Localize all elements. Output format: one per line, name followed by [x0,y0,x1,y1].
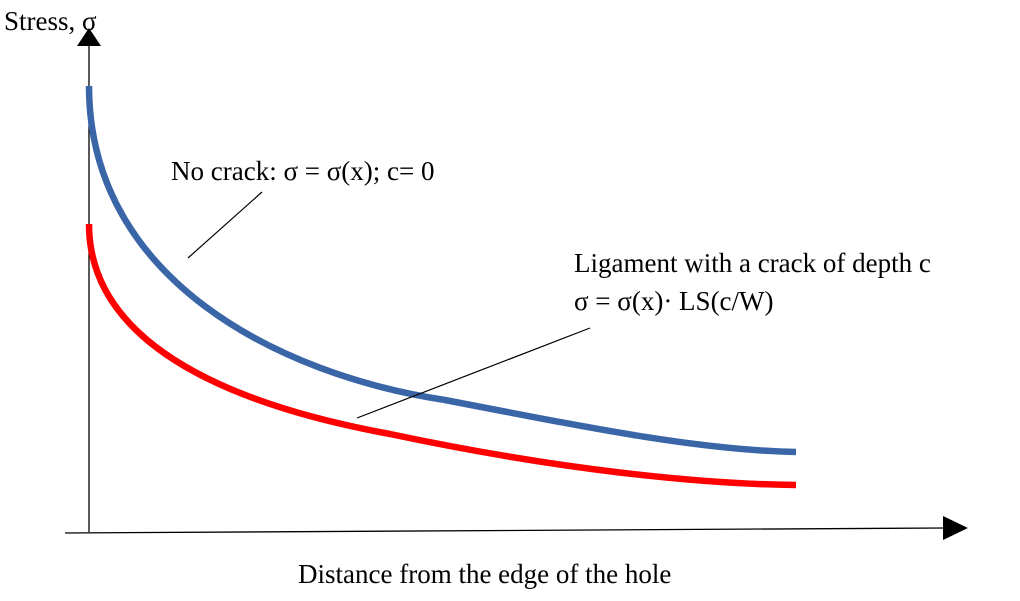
cracked-ligament-leader-line [356,327,591,419]
no-crack-leader-line [187,191,263,259]
y-axis-label: Stress, σ [4,6,97,36]
cracked-ligament-curve [85,223,797,489]
x-axis-arrowhead [943,516,968,540]
cracked-ligament-label-line1: Ligament with a crack of depth c [574,248,931,278]
x-axis-label: Distance from the edge of the hole [298,559,671,589]
cracked-ligament-label-line2: σ = σ(x)· LS(c/W) [574,286,774,316]
y-axis-arrowhead [77,28,101,46]
no-crack-label: No crack: σ = σ(x); c= 0 [171,156,434,186]
x-axis [64,527,946,534]
no-crack-curve [85,85,797,456]
